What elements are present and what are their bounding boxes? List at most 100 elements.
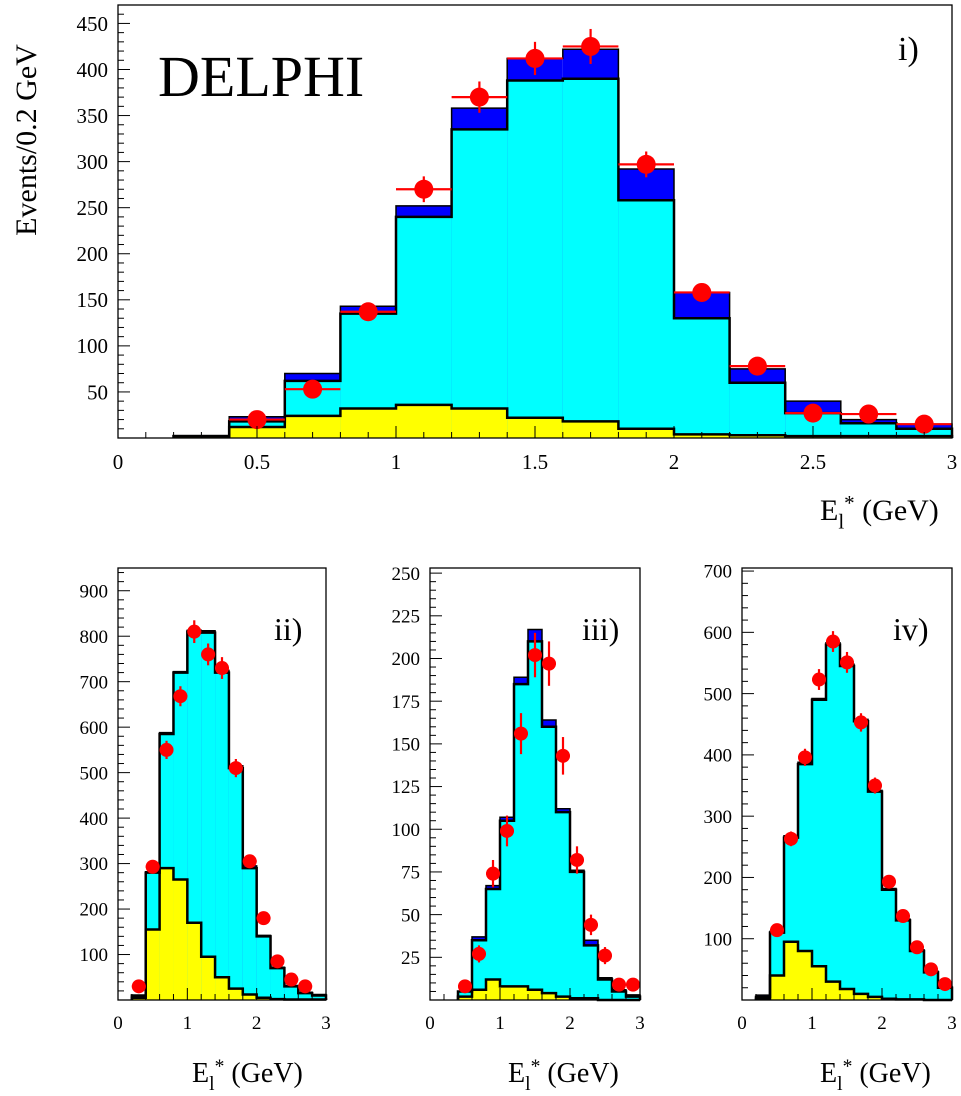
data-point (924, 962, 938, 977)
y-tick-label: 200 (77, 242, 109, 266)
y-tick-label: 800 (80, 627, 109, 648)
y-tick-label: 75 (401, 863, 420, 884)
hist-bar-cyan-component (570, 871, 584, 1000)
x-tick-label: 0.5 (244, 450, 270, 474)
hist-outline-cyan-component (130, 630, 328, 1000)
hist-bar-yellow-component (472, 989, 486, 1000)
hist-bar-yellow-component (826, 981, 840, 1000)
data-point (556, 748, 570, 763)
hist-bar-cyan-component (938, 987, 952, 1000)
y-tick-label: 350 (77, 104, 109, 128)
y-tick-label: 500 (80, 763, 109, 784)
y-tick-label: 175 (392, 692, 421, 713)
data-point (854, 715, 868, 730)
plot-frame (741, 567, 953, 1001)
data-point (581, 36, 601, 56)
y-tick-label: 200 (704, 868, 733, 889)
hist-bar-yellow-component (486, 979, 500, 1000)
data-point (612, 977, 626, 992)
x-tick-label: 2 (252, 1013, 262, 1034)
hist-bar-cyan-component (584, 945, 598, 1000)
hist-bar-cyan-component (910, 950, 924, 1000)
hist-bar-cyan-component (556, 812, 570, 1000)
y-tick-label: 600 (704, 623, 733, 644)
hist-bar-cyan-component (840, 423, 897, 438)
hist-bar-yellow-component (854, 993, 868, 1000)
x-axis-label: El* (GeV) (192, 1056, 303, 1094)
y-tick-label: 50 (401, 905, 420, 926)
data-point (303, 379, 323, 399)
panel-2: 100 200 300 400 500 600 700 800 900 0 1 2 3 ii) El* (G… (80, 567, 331, 1095)
hist-bar-yellow-component (562, 421, 619, 438)
hist-bar-yellow-component (159, 868, 174, 1000)
y-axis-label: Events/0.2 GeV (10, 44, 43, 236)
hist-bar-yellow-component (528, 989, 542, 1000)
y-tick-label: 700 (80, 672, 109, 693)
x-tick-label: 0 (425, 1013, 435, 1034)
x-tick-label: 2 (877, 1013, 887, 1034)
data-point (414, 179, 434, 199)
panel-1: 50 100 150 200 250 300 350 400 450 0 0.5 1 1.5 2 2.5 3 i… (10, 4, 957, 533)
hist-bar-cyan-component (528, 641, 542, 1000)
hist-bar-cyan-component (284, 986, 299, 1000)
hist-bar-cyan-component (396, 216, 452, 438)
hist-outline-cyan-component (754, 643, 954, 1000)
hist-bar-yellow-component (242, 994, 257, 1000)
data-point (131, 979, 146, 994)
x-axis-label: El* (GeV) (820, 1056, 931, 1094)
hist-bar-cyan-component (896, 920, 910, 1000)
hist-bar-cyan-component (298, 993, 313, 1000)
hist-bar-yellow-component (770, 975, 784, 1000)
hist-bar-cyan-component (312, 995, 326, 1000)
hist-bar-yellow-component (201, 956, 216, 1000)
data-point (298, 979, 313, 994)
y-tick-label: 300 (80, 854, 109, 875)
panel-4: 100 200 300 400 500 600 700 0 1 2 3 iv) El* (GeV) (704, 562, 957, 1095)
hist-bar-yellow-component (514, 986, 528, 1000)
y-tick-label: 500 (704, 684, 733, 705)
y-tick-label: 225 (392, 606, 421, 627)
data-point (525, 48, 545, 68)
y-tick-label: 450 (77, 12, 109, 36)
y-tick-label: 150 (392, 735, 421, 756)
hist-bar-yellow-component (868, 996, 882, 1000)
x-axis-label: El* (GeV) (508, 1056, 619, 1094)
y-tick-label: 50 (87, 380, 108, 404)
y-tick-label: 100 (77, 334, 109, 358)
data-point (270, 954, 285, 969)
data-point (215, 661, 229, 676)
hist-bar-cyan-component (598, 979, 612, 1000)
hist-bar-cyan-component (729, 382, 786, 438)
hist-bar-cyan-component (812, 699, 826, 1000)
y-tick-label: 700 (704, 562, 733, 583)
x-tick-label: 0 (737, 1013, 747, 1034)
experiment-label: DELPHI (158, 44, 364, 109)
data-point (798, 750, 812, 765)
hist-bar-cyan-component (507, 80, 563, 438)
x-tick-label: 1 (495, 1013, 505, 1034)
hist-bar-yellow-component (228, 988, 243, 1000)
data-point (882, 874, 896, 889)
data-point (500, 823, 514, 838)
hist-bar-cyan-component (242, 868, 257, 1000)
hist-bar-yellow-component (458, 996, 472, 1000)
y-tick-label: 400 (77, 58, 109, 82)
hist-bar-cyan-component (562, 78, 619, 439)
x-tick-label: 2.5 (800, 450, 826, 474)
hist-bar-cyan-component (674, 318, 730, 438)
hist-bar-yellow-component (187, 922, 202, 1000)
plot-frame (117, 567, 327, 1001)
data-point (514, 726, 528, 741)
data-point (242, 854, 257, 869)
x-tick-label: 1.5 (522, 450, 548, 474)
x-tick-label: 2 (669, 450, 680, 474)
y-tick-label: 900 (80, 581, 109, 602)
x-tick-label: 3 (635, 1013, 645, 1034)
x-tick-label: 3 (947, 1013, 957, 1034)
hist-bar-yellow-component (173, 879, 188, 1000)
data-point (256, 911, 271, 926)
hist-bar-yellow-component (840, 988, 854, 1000)
hist-bar-cyan-component (626, 996, 640, 1000)
hist-bar-cyan-component (256, 936, 271, 1000)
plot-frame (429, 567, 641, 1001)
